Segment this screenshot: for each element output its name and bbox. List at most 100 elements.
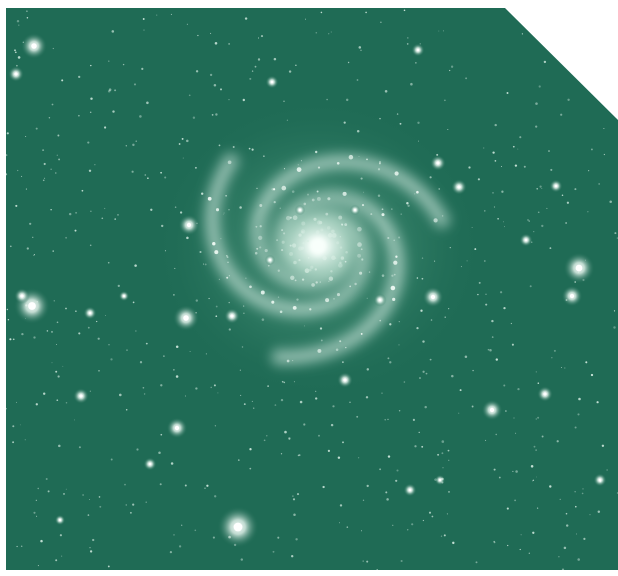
faint-star bbox=[280, 453, 283, 455]
faint-star bbox=[528, 552, 530, 554]
faint-star bbox=[35, 499, 37, 501]
faint-star bbox=[550, 168, 553, 171]
faint-star bbox=[220, 88, 222, 91]
faint-star bbox=[361, 258, 364, 261]
faint-star bbox=[249, 448, 252, 451]
faint-star bbox=[472, 369, 474, 372]
faint-star bbox=[225, 195, 227, 197]
faint-star bbox=[529, 285, 532, 288]
faint-star bbox=[335, 348, 339, 351]
faint-star bbox=[448, 308, 450, 310]
arm-knot bbox=[272, 188, 276, 191]
faint-star bbox=[218, 144, 221, 147]
faint-star bbox=[204, 263, 207, 266]
faint-star bbox=[283, 168, 286, 170]
faint-star bbox=[366, 368, 370, 371]
faint-star bbox=[289, 244, 292, 247]
bright-star bbox=[489, 407, 495, 413]
faint-star bbox=[416, 326, 419, 330]
bright-star bbox=[430, 294, 436, 300]
faint-star bbox=[497, 218, 499, 220]
faint-star bbox=[89, 499, 91, 500]
faint-star bbox=[400, 559, 403, 563]
faint-star bbox=[477, 293, 479, 296]
faint-star bbox=[575, 533, 577, 535]
faint-star bbox=[208, 297, 210, 300]
faint-star bbox=[61, 79, 64, 82]
faint-star bbox=[451, 374, 454, 378]
faint-star bbox=[398, 236, 401, 239]
faint-star bbox=[532, 479, 535, 481]
faint-star bbox=[239, 369, 241, 371]
faint-star bbox=[241, 346, 244, 348]
faint-star bbox=[105, 314, 106, 316]
faint-star bbox=[145, 501, 147, 503]
faint-star bbox=[400, 213, 402, 215]
faint-star bbox=[215, 315, 218, 318]
faint-star bbox=[466, 260, 468, 262]
faint-star bbox=[396, 113, 399, 115]
faint-star bbox=[587, 211, 589, 213]
faint-star bbox=[346, 526, 349, 528]
faint-star bbox=[376, 569, 378, 570]
faint-star bbox=[349, 401, 351, 403]
faint-star bbox=[459, 389, 462, 392]
bright-star bbox=[575, 264, 583, 272]
faint-star bbox=[304, 18, 307, 20]
faint-star bbox=[227, 261, 229, 264]
faint-star bbox=[568, 45, 570, 47]
faint-star bbox=[422, 519, 425, 522]
faint-star bbox=[291, 190, 295, 193]
faint-star bbox=[53, 300, 55, 302]
faint-star bbox=[495, 433, 497, 436]
faint-star bbox=[9, 245, 12, 248]
faint-star bbox=[289, 216, 292, 219]
faint-star bbox=[16, 545, 18, 548]
faint-star bbox=[104, 207, 106, 210]
faint-star bbox=[536, 476, 538, 478]
faint-star bbox=[212, 536, 215, 539]
faint-star bbox=[74, 229, 77, 232]
faint-star bbox=[393, 273, 396, 276]
faint-star bbox=[150, 208, 153, 211]
faint-star bbox=[243, 312, 245, 314]
faint-star bbox=[90, 64, 92, 67]
faint-star bbox=[507, 544, 509, 547]
faint-star bbox=[55, 172, 57, 174]
faint-star bbox=[305, 240, 307, 243]
faint-star bbox=[512, 470, 514, 472]
faint-star bbox=[89, 390, 91, 392]
faint-star bbox=[33, 336, 36, 339]
faint-star bbox=[139, 115, 142, 118]
faint-star bbox=[215, 113, 218, 116]
faint-star bbox=[87, 514, 90, 516]
faint-star bbox=[599, 49, 601, 51]
faint-star bbox=[356, 415, 359, 418]
faint-star bbox=[6, 308, 9, 311]
faint-star bbox=[125, 145, 127, 147]
faint-star bbox=[133, 83, 137, 86]
faint-star bbox=[422, 340, 425, 343]
faint-star bbox=[279, 310, 283, 314]
faint-star bbox=[126, 349, 128, 351]
faint-star bbox=[464, 355, 468, 358]
faint-star bbox=[498, 476, 501, 479]
faint-star bbox=[107, 261, 110, 264]
faint-star bbox=[485, 303, 488, 306]
faint-star bbox=[55, 559, 58, 562]
faint-star bbox=[590, 373, 594, 377]
faint-star bbox=[396, 469, 399, 472]
faint-star bbox=[117, 214, 119, 216]
faint-star bbox=[174, 206, 177, 208]
faint-star bbox=[345, 98, 349, 102]
faint-star bbox=[146, 101, 149, 105]
faint-star bbox=[117, 284, 120, 288]
faint-star bbox=[288, 438, 291, 440]
faint-star bbox=[188, 94, 191, 97]
faint-star bbox=[356, 129, 360, 133]
faint-star bbox=[122, 63, 125, 66]
faint-star bbox=[201, 192, 204, 195]
faint-star bbox=[441, 452, 444, 455]
faint-star bbox=[475, 561, 478, 564]
